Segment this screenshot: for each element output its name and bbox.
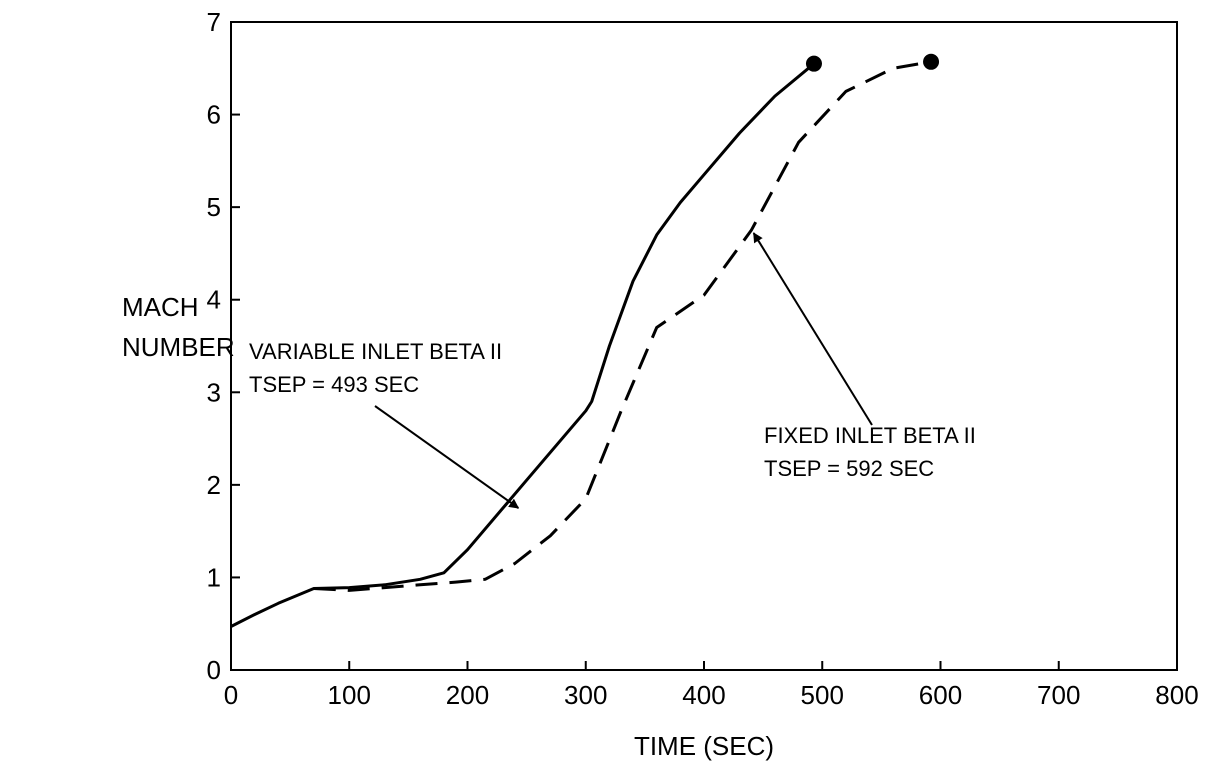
y-tick-marks — [231, 21, 240, 671]
x-tick-label: 0 — [224, 680, 238, 710]
y-axis-title-line-2: NUMBER — [122, 332, 235, 362]
annotation-variable-inlet: VARIABLE INLET BETA II TSEP = 493 SEC — [249, 339, 520, 509]
x-tick-label: 500 — [801, 680, 844, 710]
annotation-fixed-inlet-arrow — [752, 232, 873, 426]
y-tick-label: 0 — [207, 655, 221, 685]
x-axis-title: TIME (SEC) — [634, 731, 774, 761]
annotation-fixed-inlet-line-2: TSEP = 592 SEC — [764, 456, 934, 481]
x-tick-marks — [230, 661, 1178, 670]
x-tick-label: 800 — [1155, 680, 1198, 710]
x-tick-labels: 0 100 200 300 400 500 600 700 800 — [224, 680, 1199, 710]
y-tick-label: 6 — [207, 100, 221, 130]
x-tick-label: 600 — [919, 680, 962, 710]
y-tick-label: 1 — [207, 562, 221, 592]
y-tick-labels: 0 1 2 3 4 5 6 7 — [207, 7, 221, 685]
x-tick-label: 400 — [682, 680, 725, 710]
y-tick-label: 7 — [207, 7, 221, 37]
y-axis-title-line-1: MACH — [122, 292, 199, 322]
x-tick-label: 300 — [564, 680, 607, 710]
x-tick-label: 200 — [446, 680, 489, 710]
annotation-variable-inlet-line-2: TSEP = 493 SEC — [249, 372, 419, 397]
variable-inlet-end-marker — [805, 55, 822, 72]
fixed-inlet-line — [313, 60, 932, 592]
fixed-inlet-end-marker — [923, 53, 940, 70]
y-tick-label: 3 — [207, 377, 221, 407]
y-tick-label: 2 — [207, 470, 221, 500]
annotation-variable-inlet-line-1: VARIABLE INLET BETA II — [249, 339, 502, 364]
x-tick-label: 100 — [328, 680, 371, 710]
series-lines — [230, 53, 940, 628]
y-tick-label: 4 — [207, 285, 221, 315]
annotation-fixed-inlet: FIXED INLET BETA II TSEP = 592 SEC — [752, 232, 976, 481]
annotation-fixed-inlet-line-1: FIXED INLET BETA II — [764, 423, 976, 448]
x-tick-label: 700 — [1037, 680, 1080, 710]
y-tick-label: 5 — [207, 192, 221, 222]
annotation-variable-inlet-arrow — [374, 405, 520, 509]
